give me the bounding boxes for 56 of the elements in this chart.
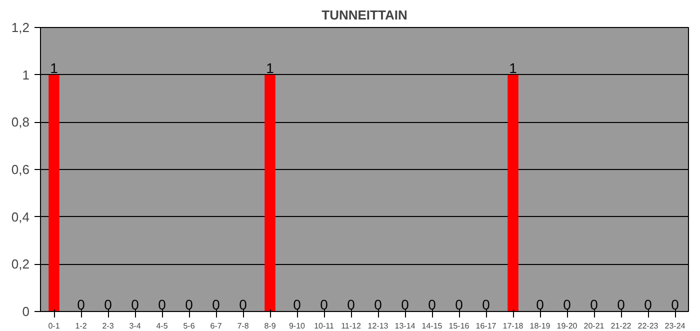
x-tick-label: 0-1 <box>48 322 60 330</box>
data-label: 0 <box>185 296 194 312</box>
y-tick-label: 1 <box>22 67 30 82</box>
x-tick-label: 11-12 <box>341 322 362 330</box>
data-label: 1 <box>509 60 518 76</box>
x-tick-label: 13-14 <box>394 322 416 330</box>
data-label: 0 <box>671 296 680 312</box>
x-tick-label: 17-18 <box>502 322 524 330</box>
x-tick-label: 5-6 <box>183 322 196 330</box>
x-tick-label: 6-7 <box>210 322 222 330</box>
data-label: 0 <box>644 296 652 312</box>
data-label: 0 <box>239 296 248 312</box>
x-tick-label: 19-20 <box>556 322 578 330</box>
data-label: 0 <box>131 296 140 312</box>
data-label: 0 <box>590 296 598 312</box>
data-label: 0 <box>347 296 356 312</box>
x-tick-label: 10-11 <box>314 322 334 330</box>
x-tick-label: 20-21 <box>584 322 605 330</box>
x-tick-label: 12-13 <box>368 322 389 330</box>
data-label: 0 <box>482 296 490 312</box>
x-tick-label: 2-3 <box>102 322 114 330</box>
x-tick-label: 16-17 <box>476 322 497 330</box>
x-tick-label: 1-2 <box>75 322 88 330</box>
data-label: 0 <box>617 296 626 312</box>
data-label: 0 <box>212 296 220 312</box>
data-label: 0 <box>428 296 436 312</box>
x-tick-label: 4-5 <box>156 322 168 330</box>
x-tick-label: 9-10 <box>288 322 306 330</box>
data-label: 0 <box>563 296 572 312</box>
data-label: 0 <box>77 296 86 312</box>
x-tick-label: 15-16 <box>448 322 470 330</box>
x-tick-label: 23-24 <box>664 322 686 330</box>
data-label: 0 <box>455 296 464 312</box>
y-tick-label: 1,2 <box>11 20 30 35</box>
data-label: 0 <box>536 296 544 312</box>
x-tick-label: 7-8 <box>237 322 250 330</box>
y-tick-label: 0 <box>22 304 30 319</box>
x-tick-label: 18-19 <box>530 322 551 330</box>
data-label: 0 <box>104 296 112 312</box>
x-tick-label: 22-23 <box>638 322 659 330</box>
x-tick-label: 3-4 <box>129 322 142 330</box>
data-label: 0 <box>401 296 410 312</box>
y-tick-label: 0,8 <box>11 114 30 130</box>
x-tick-label: 21-22 <box>610 322 632 330</box>
x-tick-label: 8-9 <box>264 322 276 330</box>
y-tick-label: 0,2 <box>11 256 30 272</box>
data-label: 0 <box>374 296 382 312</box>
y-tick-label: 0,6 <box>11 162 30 177</box>
data-label: 1 <box>50 60 58 76</box>
data-label: 0 <box>158 296 166 312</box>
data-label: 0 <box>293 296 302 312</box>
chart-title: TUNNEITTAIN <box>322 8 408 22</box>
data-label: 1 <box>266 60 274 76</box>
y-tick-label: 0,4 <box>11 209 30 224</box>
x-tick-label: 14-15 <box>422 322 443 330</box>
data-label: 0 <box>320 296 328 312</box>
